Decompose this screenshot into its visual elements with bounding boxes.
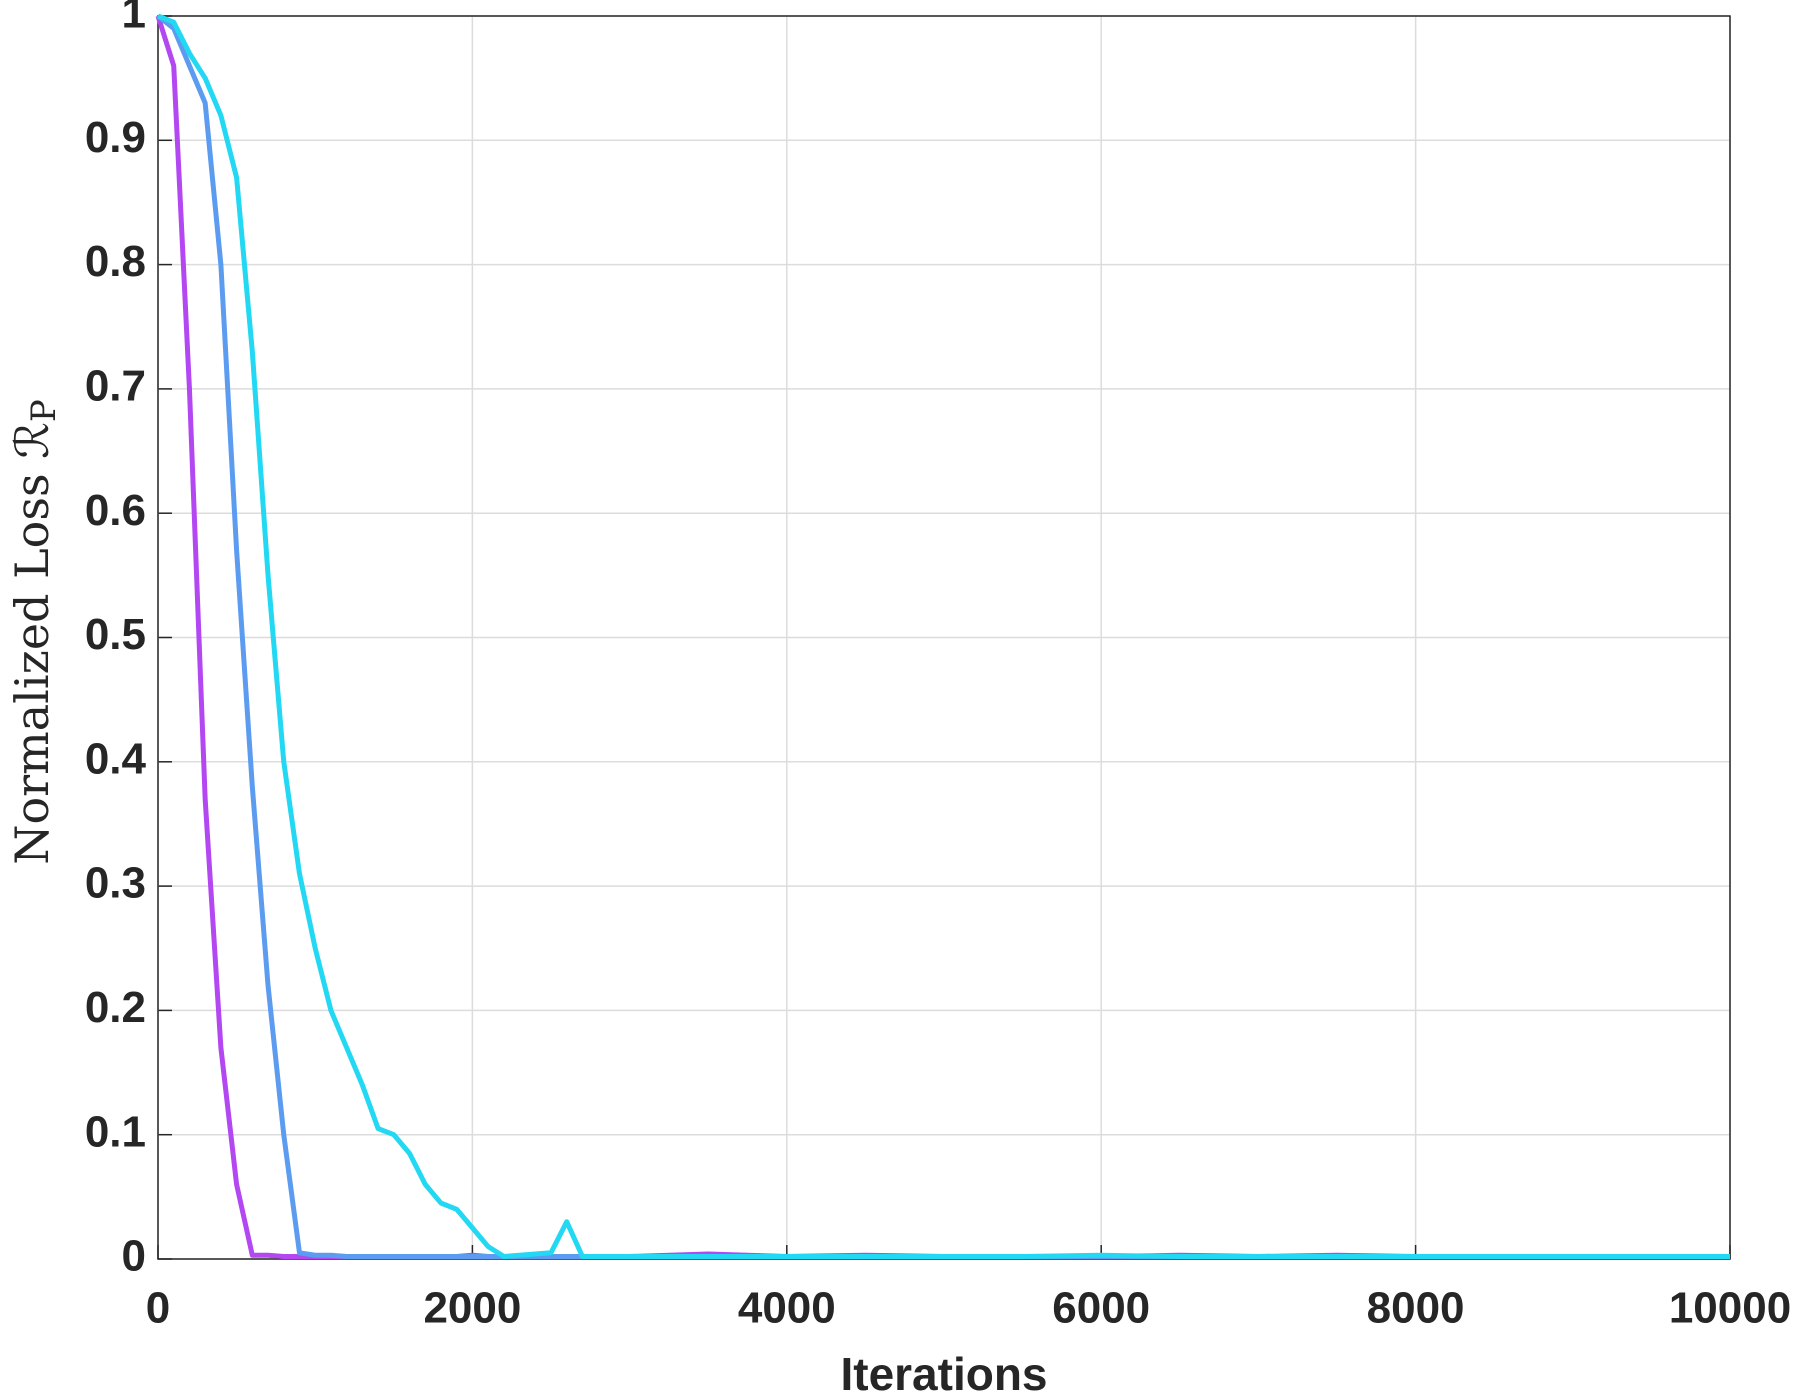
y-tick-label: 0.3 [85,859,146,908]
y-axis-label-main: Normalized Loss ℛ [5,422,59,865]
y-tick-label: 0.8 [85,237,146,286]
x-tick-label: 4000 [738,1284,836,1333]
data-line [155,15,1730,1260]
y-tick-label: 1 [122,0,146,38]
y-tick-label: 0.2 [85,983,146,1032]
x-tick-label: 6000 [1052,1284,1150,1333]
x-axis-label: Iterations [840,1348,1047,1400]
x-tick-label: 2000 [423,1284,521,1333]
y-tick-label: 0.9 [85,113,146,162]
y-tick-label: 0.5 [85,610,146,659]
y-tick-label: 0.6 [85,486,146,535]
data-line [157,13,1730,1260]
y-axis-label-subscript: P [24,399,64,422]
x-tick-label: 0 [146,1284,170,1333]
x-tick-label: 8000 [1367,1284,1465,1333]
data-line [156,14,1730,1260]
y-tick-label: 0.7 [85,362,146,411]
y-tick-label: 0.4 [85,734,147,783]
x-tick-label: 10000 [1669,1284,1791,1333]
y-axis-label: Normalized Loss ℛP [5,399,64,865]
y-tick-label: 0.1 [85,1107,146,1156]
y-tick-label: 0 [122,1232,146,1281]
